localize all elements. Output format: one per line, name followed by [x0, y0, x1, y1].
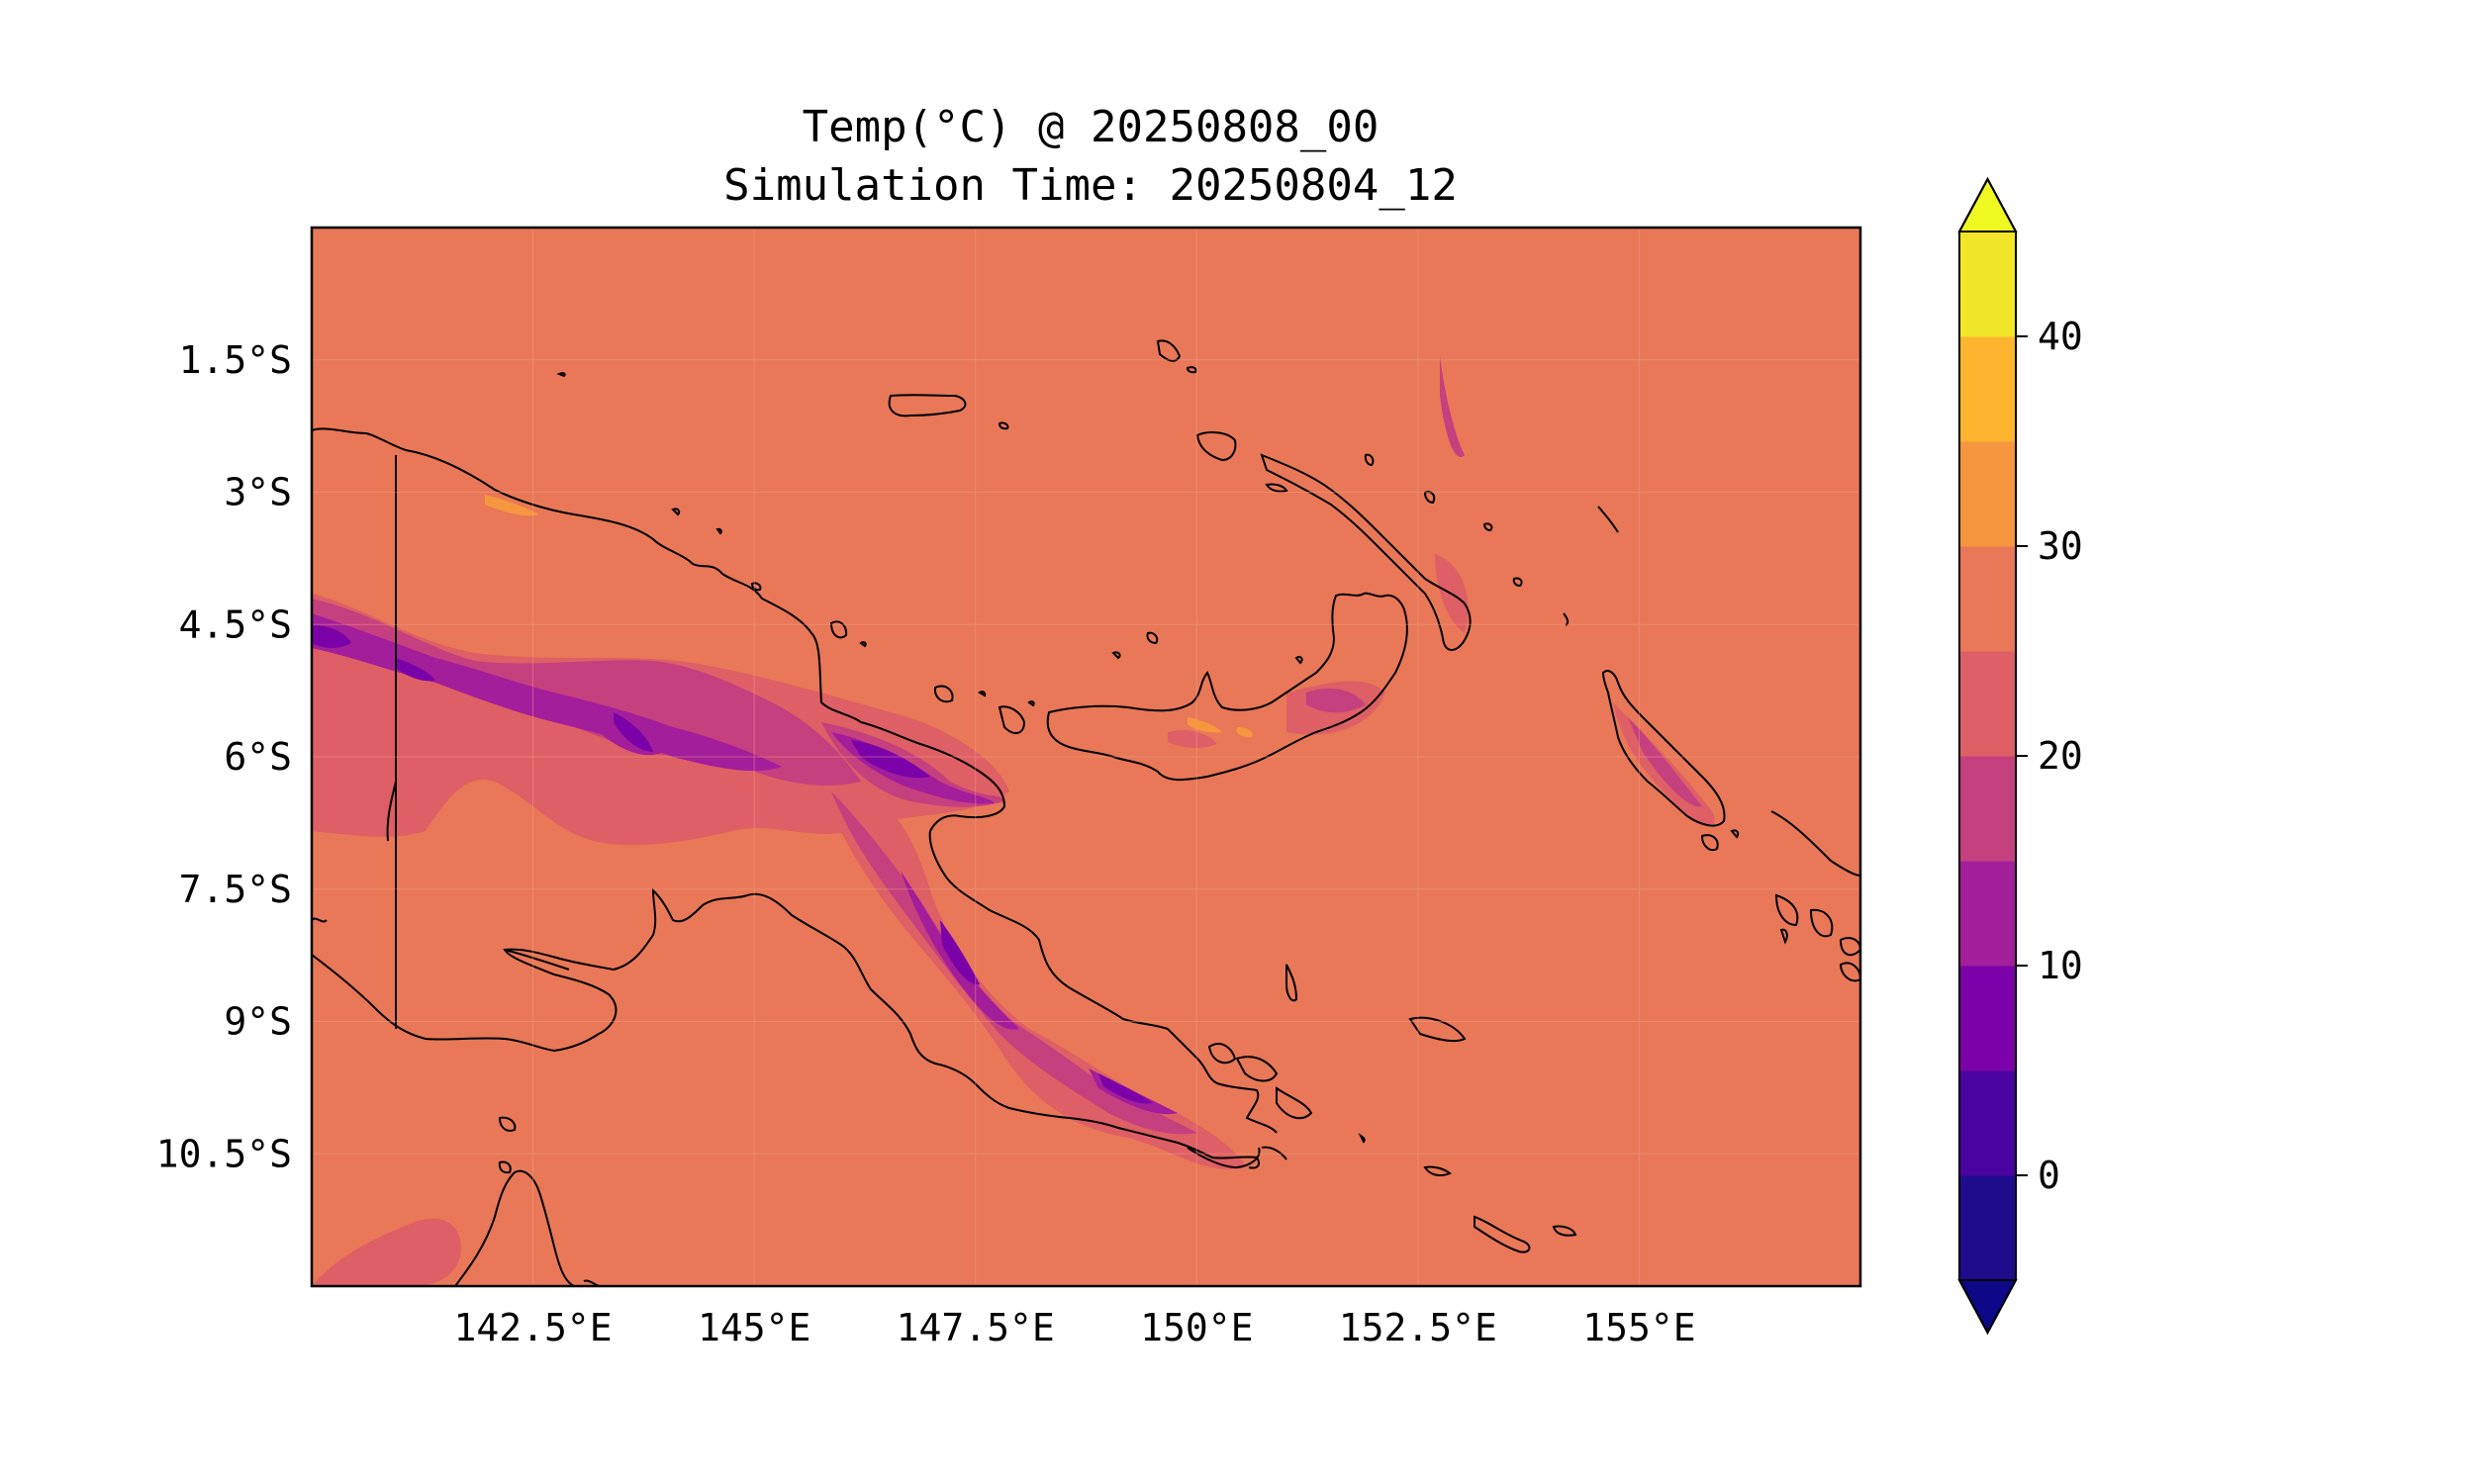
map-title-line1: Temp(°C) @ 20250808_00 [803, 102, 1380, 152]
latitude-tick-label: 7.5°S [179, 868, 292, 911]
colorbar: 0 10 20 30 40 [1957, 176, 2083, 1336]
colorbar-segment [1959, 232, 2016, 337]
colorbar-segment [1959, 441, 2016, 547]
latitude-tick-label: 3°S [224, 471, 292, 514]
latitude-tick-label: 9°S [224, 1000, 292, 1044]
colorbar-segment [1959, 861, 2016, 967]
colorbar-tick-label: 40 [2038, 315, 2083, 358]
longitude-tick-label: 142.5°E [453, 1306, 612, 1349]
contour-band-30-35 [485, 495, 1253, 738]
map-plot-area [312, 228, 1860, 1286]
latitude-tick-label: 6°S [224, 735, 292, 779]
contour-band-5-10 [312, 625, 1153, 1104]
longitude-tick-label: 150°E [1140, 1306, 1253, 1349]
latitude-tick-label: 1.5°S [179, 338, 292, 382]
colorbar-tick-label: 10 [2038, 944, 2083, 987]
colorbar-segment [1959, 651, 2016, 757]
latitude-tick-label: 4.5°S [179, 603, 292, 646]
colorbar-outline [1958, 176, 2017, 1336]
colorbar-tick-label: 0 [2038, 1154, 2060, 1197]
colorbar-segment [1959, 1175, 2016, 1281]
longitude-tick-label: 155°E [1582, 1306, 1695, 1349]
map-frame [310, 226, 1862, 1288]
colorbar-segment [1959, 336, 2016, 442]
longitude-axis: 142.5°E 145°E 147.5°E 150°E 152.5°E 155°E [453, 1306, 1695, 1349]
map-title-line2: Simulation Time: 20250804_12 [723, 160, 1458, 211]
longitude-tick-label: 147.5°E [897, 1306, 1055, 1349]
colorbar-segment [1959, 966, 2016, 1071]
colorbar-extend-low [1957, 1279, 2018, 1336]
colorbar-segment [1959, 756, 2016, 862]
colorbar-segment [1959, 546, 2016, 652]
colorbar-extend-high [1957, 176, 2018, 232]
coastlines [312, 339, 1860, 1286]
longitude-tick-label: 152.5°E [1339, 1306, 1497, 1349]
map-gridlines [312, 228, 1860, 1286]
colorbar-tick-label: 20 [2038, 734, 2083, 778]
colorbar-segment [1959, 1070, 2016, 1176]
longitude-tick-label: 145°E [698, 1306, 810, 1349]
latitude-tick-label: 10.5°S [156, 1132, 292, 1175]
latitude-axis: 1.5°S 3°S 4.5°S 6°S 7.5°S 9°S 10.5°S [156, 338, 292, 1176]
colorbar-tick-label: 30 [2038, 524, 2083, 568]
